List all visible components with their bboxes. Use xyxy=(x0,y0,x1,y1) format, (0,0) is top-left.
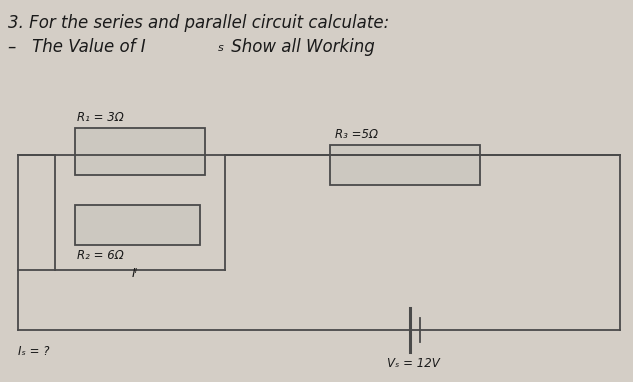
Text: s: s xyxy=(218,43,223,53)
Text: Show all Working: Show all Working xyxy=(226,38,375,56)
Text: Iᴵ: Iᴵ xyxy=(132,267,138,280)
Bar xyxy=(75,128,205,175)
Text: 3. For the series and parallel circuit calculate:: 3. For the series and parallel circuit c… xyxy=(8,14,389,32)
Text: R₂ = 6Ω: R₂ = 6Ω xyxy=(77,249,123,262)
Text: Vₛ = 12V: Vₛ = 12V xyxy=(387,357,440,370)
Bar xyxy=(75,205,200,245)
Text: R₃ =5Ω: R₃ =5Ω xyxy=(335,128,378,141)
Text: R₁ = 3Ω: R₁ = 3Ω xyxy=(77,111,123,124)
Bar xyxy=(330,145,480,185)
Text: Iₛ = ?: Iₛ = ? xyxy=(18,345,49,358)
Text: –   The Value of I: – The Value of I xyxy=(8,38,146,56)
